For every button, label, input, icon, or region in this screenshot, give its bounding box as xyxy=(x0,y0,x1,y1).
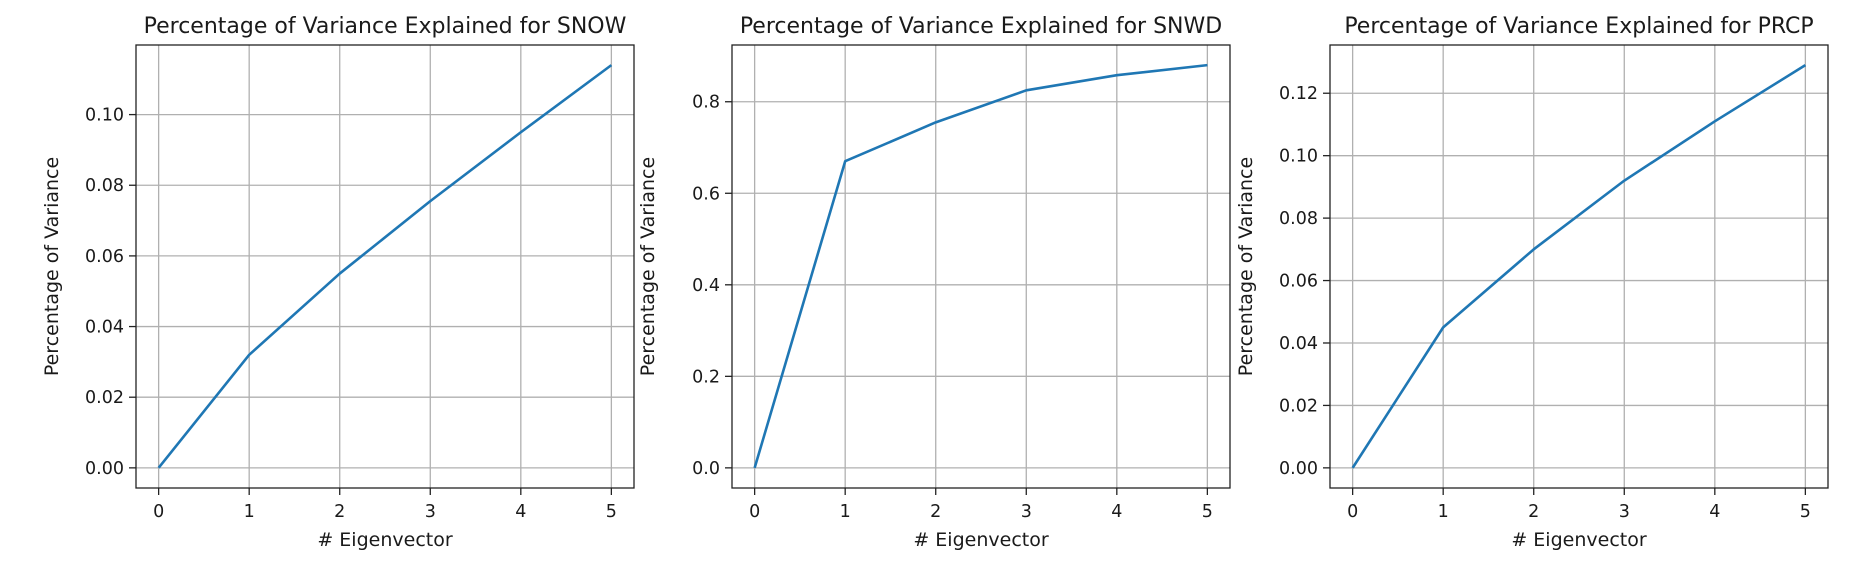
chart-title: Percentage of Variance Explained for SNW… xyxy=(740,14,1222,39)
x-tick-label: 5 xyxy=(1202,502,1213,522)
plot-frame xyxy=(135,44,635,489)
y-tick-label: 0.2 xyxy=(692,367,720,387)
y-axis-label: Percentage of Variance xyxy=(637,157,659,376)
chart-panel-1: 0 1 2 3 4 5 0.00 0.02 0.04 0.06 0.08 0.10 Percentage… xyxy=(41,14,635,551)
x-axis-label: # Eigenvector xyxy=(317,529,452,551)
x-tick-label: 5 xyxy=(606,502,617,522)
y-tick-label: 0.10 xyxy=(85,106,124,126)
series-line xyxy=(157,64,613,469)
y-tick-label: 0.02 xyxy=(1279,396,1318,416)
x-tick-label: 3 xyxy=(425,502,436,522)
y-tick-label: 0.6 xyxy=(692,184,720,204)
x-tick-label: 1 xyxy=(840,502,851,522)
x-tick-label: 0 xyxy=(153,502,164,522)
y-axis-label: Percentage of Variance xyxy=(41,157,63,376)
y-tick-label: 0.0 xyxy=(692,459,720,479)
y-tick-label: 0.06 xyxy=(1279,272,1318,292)
x-tick-label: 4 xyxy=(1111,502,1122,522)
y-tick-label: 0.08 xyxy=(1279,209,1318,229)
x-tick-label: 2 xyxy=(1528,502,1539,522)
y-tick-label: 0.02 xyxy=(85,388,124,408)
x-tick-label: 3 xyxy=(1619,502,1630,522)
y-tick-label: 0.00 xyxy=(1279,459,1318,479)
plot-frame xyxy=(1329,44,1829,489)
x-tick-label: 1 xyxy=(244,502,255,522)
y-axis-label: Percentage of Variance xyxy=(1235,157,1257,376)
x-tick-label: 0 xyxy=(749,502,760,522)
x-tick-label: 5 xyxy=(1800,502,1811,522)
y-tick-label: 0.04 xyxy=(1279,334,1318,354)
x-tick-label: 2 xyxy=(930,502,941,522)
y-tick-label: 0.12 xyxy=(1279,84,1318,104)
y-tick-label: 0.10 xyxy=(1279,147,1318,167)
y-tick-label: 0.06 xyxy=(85,247,124,267)
x-tick-label: 0 xyxy=(1347,502,1358,522)
x-tick-label: 4 xyxy=(515,502,526,522)
x-tick-label: 2 xyxy=(334,502,345,522)
x-tick-label: 4 xyxy=(1709,502,1720,522)
x-axis-label: # Eigenvector xyxy=(913,529,1048,551)
chart-title: Percentage of Variance Explained for PRC… xyxy=(1344,14,1813,39)
x-axis-label: # Eigenvector xyxy=(1511,529,1646,551)
x-tick-label: 1 xyxy=(1438,502,1449,522)
chart-panel-2: 0 1 2 3 4 5 0.0 0.2 0.4 0.6 0.8 Percentage of Varia… xyxy=(637,14,1231,551)
series-line xyxy=(1351,64,1807,469)
x-tick-label: 3 xyxy=(1021,502,1032,522)
y-tick-label: 0.04 xyxy=(85,318,124,338)
y-tick-label: 0.8 xyxy=(692,93,720,113)
series-line xyxy=(753,63,1208,469)
y-tick-label: 0.08 xyxy=(85,176,124,196)
y-tick-label: 0.4 xyxy=(692,276,720,296)
chart-panel-3: 0 1 2 3 4 5 0.00 0.02 0.04 0.06 0.08 0.10 0.12 Percen… xyxy=(1235,14,1829,551)
plot-frame xyxy=(731,44,1231,489)
y-tick-label: 0.00 xyxy=(85,459,124,479)
chart-title: Percentage of Variance Explained for SNO… xyxy=(144,14,627,39)
